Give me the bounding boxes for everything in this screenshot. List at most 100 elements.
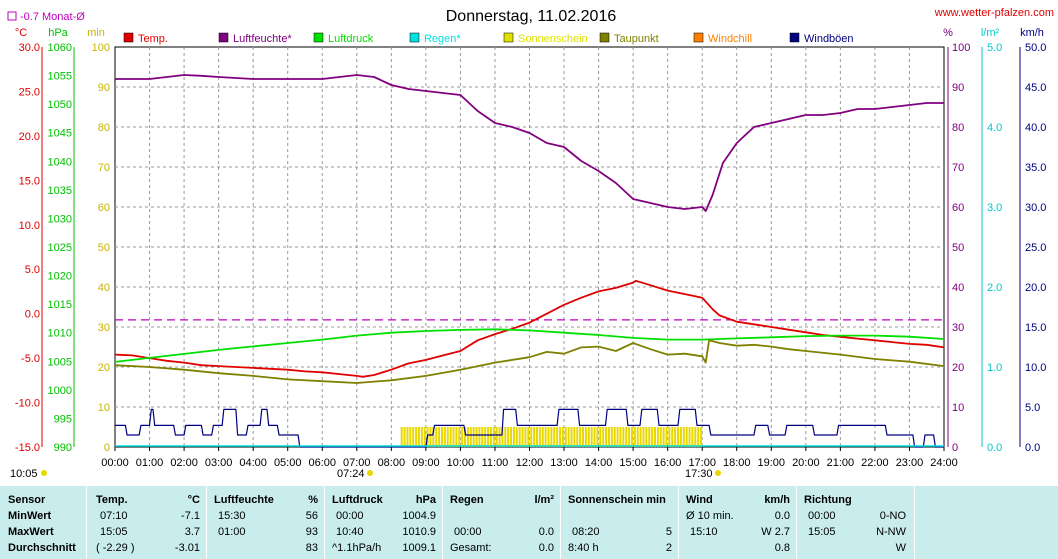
pressure-tick-label: 1005: [48, 356, 72, 368]
direction-time: 00:00: [808, 510, 836, 522]
stats-table: Sensor Temp. °C Luftfeuchte % Luftdruck …: [0, 486, 1058, 559]
wind-tick-label: 5.0: [1025, 402, 1040, 414]
wind-time: Ø 10 min.: [686, 510, 734, 522]
temp-time: 15:05: [100, 526, 128, 538]
sun-tick-label: 0: [104, 442, 110, 454]
pressure-tick-label: 1045: [48, 128, 72, 140]
x-tick-label: 17:00: [688, 457, 716, 469]
legend-swatch: [789, 32, 800, 43]
rain-tick-label: 2.0: [987, 282, 1002, 294]
humidity-tick-label: 80: [952, 122, 964, 134]
wind-tick-label: 40.0: [1025, 122, 1046, 134]
pressure-tick-label: 1025: [48, 242, 72, 254]
direction-time: 15:05: [808, 526, 836, 538]
stats-row-max: MaxWert 15:05 3.7 01:00 93 10:40 1010.9 …: [0, 524, 1058, 540]
sunshine-bars: [400, 427, 703, 447]
humidity-time: 01:00: [218, 526, 246, 538]
col-divider: [86, 486, 87, 559]
humidity-tick-label: 0: [952, 442, 958, 454]
sunshine-time: 8:40 h: [568, 542, 599, 554]
stats-row-min: MinWert 07:10 -7.1 15:30 56 00:00 1004.9…: [0, 508, 1058, 524]
sun-tick-label: 30: [98, 322, 110, 334]
x-tick-label: 03:00: [205, 457, 233, 469]
legend-label: Regen*: [424, 33, 461, 45]
temp-value: -7.1: [181, 510, 200, 522]
row-label: Durchschnitt: [8, 542, 76, 554]
sun-tick-label: 50: [98, 242, 110, 254]
legend-label: Windböen: [804, 33, 854, 45]
month-avg-marker-icon: [7, 11, 17, 21]
pressure-tick-label: 1015: [48, 299, 72, 311]
row-label: MaxWert: [8, 526, 54, 538]
rain-tick-label: 3.0: [987, 202, 1002, 214]
sun-unit: min: [87, 27, 105, 39]
humidity-tick-label: 50: [952, 242, 964, 254]
pressure-time: 00:00: [336, 510, 364, 522]
header-pressure: Luftdruck: [332, 494, 383, 506]
stats-row-average: Durchschnitt ( -2.29 ) -3.01 83 ^1.1hPa/…: [0, 540, 1058, 556]
humidity-tick-label: 70: [952, 162, 964, 174]
sun-tick-label: 60: [98, 202, 110, 214]
humidity-tick-label: 60: [952, 202, 964, 214]
pressure-tick-label: 1040: [48, 156, 72, 168]
pressure-tick-label: 1030: [48, 213, 72, 225]
col-divider: [560, 486, 561, 559]
sunshine-time: 08:20: [572, 526, 600, 538]
temp-tick-label: 10.0: [19, 220, 40, 232]
sun-tick-label: 90: [98, 82, 110, 94]
legend-swatch: [693, 32, 704, 43]
rain-tick-label: 0.0: [987, 442, 1002, 454]
legend: Temp. Luftfeuchte* Luftdruck Regen* Sonnensc…: [123, 32, 854, 45]
wind-value: 0.8: [774, 542, 790, 554]
pressure-unit: hPa: [48, 27, 68, 39]
stats-header-row: Sensor Temp. °C Luftfeuchte % Luftdruck …: [0, 492, 1058, 508]
x-tick-label: 24:00: [930, 457, 958, 469]
header-wind: Wind: [686, 494, 713, 506]
sunshine-value: 5: [665, 526, 672, 538]
legend-label: Luftfeuchte*: [233, 33, 292, 45]
pressure-tick-label: 1050: [48, 99, 72, 111]
col-divider: [914, 486, 915, 559]
sunset-time: 17:30: [685, 468, 713, 480]
wind-tick-label: 50.0: [1025, 42, 1046, 54]
temp-time: 07:10: [100, 510, 128, 522]
sun-tick-label: 40: [98, 282, 110, 294]
pressure-time: 10:40: [336, 526, 364, 538]
x-tick-label: 20:00: [792, 457, 820, 469]
pressure-tick-label: 990: [54, 442, 72, 454]
temp-tick-label: -15.0: [15, 442, 40, 454]
temp-tick-label: 5.0: [25, 264, 40, 276]
x-tick-label: 14:00: [585, 457, 613, 469]
pressure-value: 1009.1: [402, 542, 436, 554]
series-temp-line: [114, 279, 945, 378]
humidity-time: 15:30: [218, 510, 246, 522]
wind-tick-label: 30.0: [1025, 202, 1046, 214]
header-direction: Richtung: [804, 494, 852, 506]
wind-tick-label: 25.0: [1025, 242, 1046, 254]
x-tick-label: 02:00: [170, 457, 198, 469]
x-tick-label: 22:00: [861, 457, 889, 469]
pressure-value: 1010.9: [402, 526, 436, 538]
x-tick-label: 09:00: [412, 457, 440, 469]
x-tick-label: 01:00: [136, 457, 164, 469]
wind-unit: km/h: [1020, 27, 1044, 39]
legend-label: Sonnenschein: [518, 33, 588, 45]
rain-value: 0.0: [538, 542, 554, 554]
site-link[interactable]: www.wetter-pfalzen.com: [934, 7, 1054, 19]
wind-time: 15:10: [690, 526, 718, 538]
pressure-tick-label: 995: [54, 413, 72, 425]
x-tick-label: 11:00: [482, 457, 509, 469]
humidity-tick-label: 100: [952, 42, 970, 54]
col-divider: [796, 486, 797, 559]
wind-tick-label: 0.0: [1025, 442, 1040, 454]
legend-label: Temp.: [138, 33, 168, 45]
sun-tick-label: 80: [98, 122, 110, 134]
header-rain-unit: l/m²: [534, 494, 554, 506]
rain-time: Gesamt:: [450, 542, 492, 554]
axes: 00:00 01:00 02:00 03:00 04:00 05:00 06:00 07:00…: [15, 42, 1047, 469]
rain-value: [504, 508, 554, 524]
legend-swatch: [313, 32, 324, 43]
pressure-value: 1004.9: [402, 510, 436, 522]
header-humidity: Luftfeuchte: [214, 494, 274, 506]
series-windb-en-line: [115, 408, 944, 448]
